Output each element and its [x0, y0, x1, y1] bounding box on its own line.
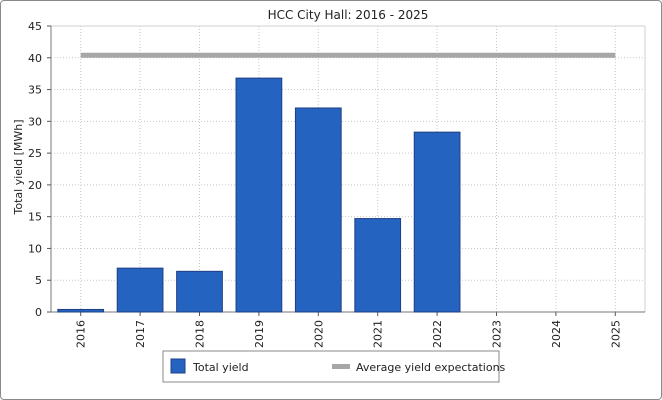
x-tick-label: 2018: [194, 320, 207, 348]
y-tick-label: 15: [28, 211, 42, 224]
bar-2022: [413, 131, 461, 313]
x-tick-label: 2023: [491, 320, 504, 348]
legend-box: [162, 350, 500, 383]
y-tick-label: 35: [28, 84, 42, 97]
grid-lines: [51, 25, 646, 312]
x-tick-label: 2022: [431, 320, 444, 348]
y-tick-label: 0: [35, 306, 42, 319]
y-axis-label: Total yield [MWh]: [12, 120, 25, 216]
x-tick-label: 2025: [609, 320, 622, 348]
y-tick-label: 45: [28, 20, 42, 33]
bar-2017: [116, 267, 164, 313]
y-tick-label: 5: [35, 274, 42, 287]
bar-2016: [57, 308, 105, 313]
y-axis-ticks: 0 5 10 15 20 25 30 35 40 45: [28, 20, 52, 319]
y-tick-label: 40: [28, 52, 42, 65]
legend: Total yield Average yield expectations: [162, 350, 506, 383]
legend-label-total-yield: Total yield: [192, 361, 249, 374]
x-tick-label: 2017: [134, 320, 147, 348]
chart-title: HCC City Hall: 2016 - 2025: [268, 8, 429, 22]
x-tick-label: 2024: [550, 320, 563, 348]
legend-swatch-total-yield: [170, 358, 186, 374]
y-tick-label: 25: [28, 147, 42, 160]
bar-2020: [294, 107, 342, 313]
y-tick-label: 10: [28, 242, 42, 255]
x-tick-label: 2016: [75, 320, 88, 348]
plot-area: [51, 26, 645, 312]
x-tick-label: 2021: [372, 320, 385, 348]
legend-label-average-yield: Average yield expectations: [356, 361, 506, 374]
bars: [57, 77, 461, 313]
bar-2018: [176, 270, 223, 313]
y-tick-label: 20: [28, 179, 42, 192]
bar-2019: [235, 77, 283, 313]
legend-swatch-average-yield: [332, 364, 350, 369]
y-tick-label: 30: [28, 115, 42, 128]
x-tick-label: 2019: [253, 320, 266, 348]
x-axis-ticks: 2016 2017 2018 2019 2020 2021 2022 2023 2024 2025: [51, 311, 645, 348]
x-tick-label: 2020: [312, 320, 325, 348]
bar-2021: [354, 218, 402, 313]
